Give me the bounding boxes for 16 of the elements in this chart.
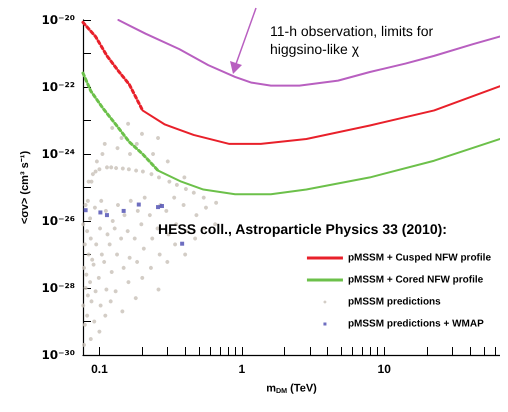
x-tick-label: 0.1 [91, 362, 108, 376]
y-tick-label: 10⁻²⁸ [41, 281, 75, 295]
y-tick-label: 10⁻³⁰ [41, 348, 75, 362]
x-tick-label: 1 [238, 362, 246, 376]
y-tick-label: 10⁻²⁴ [41, 147, 75, 161]
legend-label: pMSSM predictions + WMAP [348, 318, 484, 330]
legend-label: pMSSM predictions [348, 296, 442, 308]
x-tick-label: 10 [378, 362, 392, 376]
annotation: HESS coll., Astroparticle Physics 33 (2010): [158, 221, 447, 237]
y-tick-label: 10⁻²² [41, 80, 75, 94]
y-axis-title: <σv> (cm³ s⁻¹) [19, 150, 32, 224]
y-tick-label: 10⁻²⁰ [41, 13, 75, 27]
annotation: 11-h observation, limits for higgsino-like χ [270, 23, 438, 57]
y-tick-label: 10⁻²⁶ [41, 214, 75, 228]
legend-label: pMSSM + Cored NFW profile [348, 274, 484, 286]
legend-label: pMSSM + Cusped NFW profile [348, 252, 492, 264]
